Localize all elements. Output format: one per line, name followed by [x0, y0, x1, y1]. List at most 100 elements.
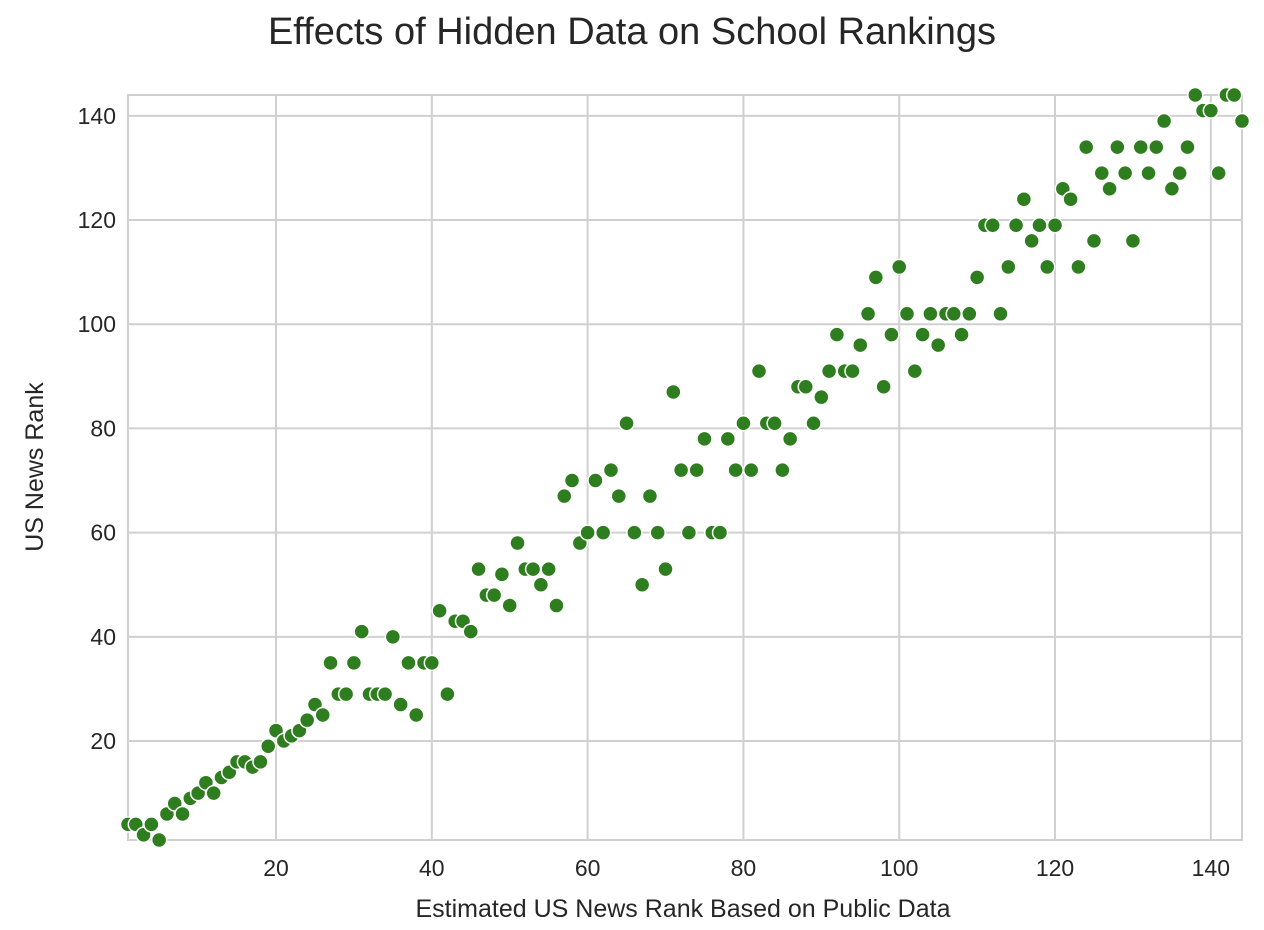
- data-point: [1202, 102, 1220, 119]
- data-point: [1085, 232, 1103, 250]
- data-point: [259, 737, 277, 755]
- data-point: [922, 305, 939, 323]
- data-point: [953, 326, 970, 343]
- data-point: [431, 602, 448, 620]
- data-point: [501, 597, 518, 614]
- data-point: [1000, 258, 1017, 276]
- data-point: [1046, 216, 1064, 234]
- data-point: [462, 623, 480, 640]
- data-point: [1148, 138, 1165, 156]
- chart-title: Effects of Hidden Data on School Ranking…: [268, 11, 996, 53]
- data-point: [579, 524, 596, 541]
- data-point: [1015, 190, 1033, 208]
- data-point: [672, 461, 690, 479]
- data-point: [509, 534, 526, 552]
- data-point: [735, 414, 752, 432]
- data-point: [610, 487, 628, 505]
- data-point: [852, 336, 869, 354]
- data-point: [805, 414, 822, 432]
- data-point: [828, 326, 846, 343]
- y-tick-label: 120: [78, 207, 116, 233]
- data-point: [485, 586, 503, 604]
- data-point: [174, 805, 191, 823]
- data-point: [688, 461, 705, 479]
- data-point: [1210, 164, 1227, 182]
- data-point: [392, 696, 409, 713]
- y-tick-label: 100: [78, 311, 116, 337]
- data-point: [322, 654, 339, 672]
- data-point: [1132, 138, 1149, 156]
- data-point: [1007, 216, 1025, 234]
- data-point: [602, 461, 620, 479]
- data-point: [400, 654, 417, 672]
- data-point: [984, 216, 1001, 234]
- data-point: [150, 831, 168, 849]
- data-point: [711, 524, 729, 541]
- data-point: [298, 711, 316, 729]
- data-point: [696, 430, 713, 448]
- data-point: [524, 560, 542, 578]
- data-point: [376, 685, 394, 703]
- data-point: [587, 472, 604, 489]
- data-point: [774, 461, 791, 479]
- data-point: [1140, 164, 1157, 182]
- x-axis-label: Estimated US News Rank Based on Public D…: [416, 895, 951, 923]
- data-point: [929, 336, 947, 354]
- y-tick-label: 140: [78, 103, 116, 129]
- data-point: [626, 524, 643, 541]
- data-point: [384, 628, 402, 646]
- y-axis-label: US News Rank: [21, 382, 49, 552]
- data-point: [961, 305, 978, 323]
- data-points: [119, 86, 1251, 849]
- data-point: [618, 414, 635, 432]
- data-point: [750, 362, 768, 380]
- data-point: [844, 362, 861, 380]
- plot-area-frame: [127, 94, 1243, 841]
- data-point: [859, 305, 877, 323]
- data-point: [1155, 112, 1173, 130]
- data-point: [633, 576, 651, 593]
- data-point: [657, 560, 674, 578]
- data-point: [641, 487, 659, 505]
- data-point: [556, 487, 573, 505]
- data-point: [766, 414, 783, 432]
- x-tick-label: 100: [880, 855, 918, 881]
- data-point: [680, 524, 698, 541]
- data-point: [1124, 232, 1142, 250]
- y-tick-label: 40: [90, 624, 116, 650]
- data-point: [719, 430, 737, 448]
- data-point: [470, 560, 487, 578]
- data-point: [1163, 180, 1181, 198]
- data-point: [205, 784, 222, 802]
- data-point: [337, 685, 355, 703]
- data-point: [867, 269, 885, 286]
- data-point: [1116, 164, 1134, 182]
- data-point: [914, 326, 931, 343]
- x-tick-label: 120: [1036, 855, 1074, 881]
- data-point: [945, 305, 963, 323]
- data-point: [345, 654, 363, 672]
- data-point: [742, 461, 760, 479]
- x-tick-label: 60: [575, 855, 601, 881]
- data-point: [797, 378, 814, 395]
- x-tick-label: 140: [1192, 855, 1230, 881]
- data-point: [594, 524, 612, 541]
- data-point: [813, 388, 830, 406]
- data-point: [968, 269, 986, 286]
- data-point: [820, 362, 838, 380]
- data-point: [532, 576, 550, 593]
- x-tick-label: 20: [263, 855, 289, 881]
- data-point: [1225, 86, 1243, 104]
- data-point: [727, 461, 744, 479]
- y-axis-ticks: 20 40 60 80 100 120 140: [78, 103, 116, 754]
- data-point: [906, 362, 924, 380]
- data-point: [252, 753, 269, 771]
- data-point: [649, 524, 666, 541]
- data-point: [1171, 164, 1188, 182]
- y-tick-label: 20: [90, 728, 116, 754]
- data-point: [781, 430, 799, 448]
- y-tick-label: 80: [90, 415, 116, 441]
- data-point: [540, 560, 557, 578]
- x-axis-ticks: 20 40 60 80 100 120 140: [263, 855, 1230, 881]
